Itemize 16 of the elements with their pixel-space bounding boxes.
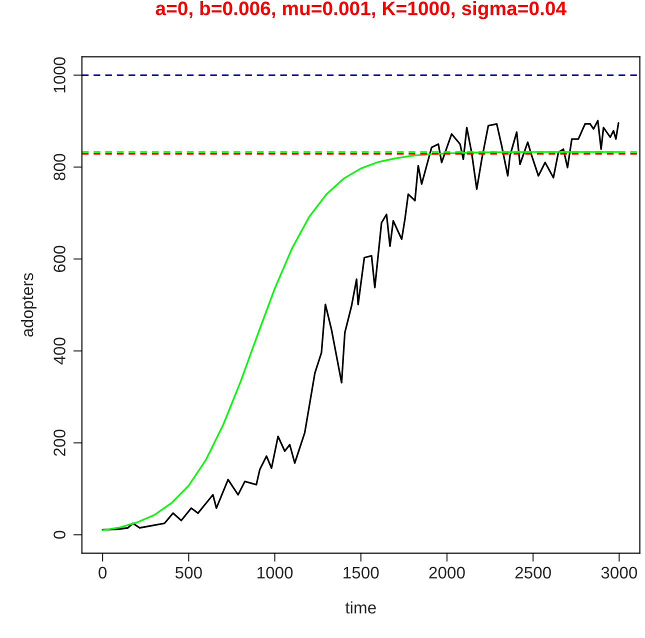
- x-tick-label: 2000: [429, 566, 465, 579]
- x-tick-label: 1500: [344, 566, 379, 579]
- x-tick-label: 500: [175, 566, 202, 579]
- x-tick-label: 0: [98, 566, 107, 579]
- y-axis-title: adopters: [20, 273, 37, 337]
- chart-title: a=0, b=0.006, mu=0.001, K=1000, sigma=0.04: [156, 1, 566, 20]
- y-tick-label: 600: [54, 246, 66, 272]
- x-axis-title: time: [345, 601, 376, 614]
- y-tick-label: 200: [54, 430, 66, 456]
- x-tick-label: 3000: [601, 566, 638, 579]
- x-tick-label: 2500: [515, 566, 551, 579]
- y-tick-label: 0: [54, 530, 66, 539]
- y-tick-label: 1000: [54, 57, 66, 92]
- y-tick-label: 400: [54, 338, 66, 364]
- x-tick-label: 1000: [258, 566, 293, 579]
- y-tick-label: 800: [54, 154, 66, 180]
